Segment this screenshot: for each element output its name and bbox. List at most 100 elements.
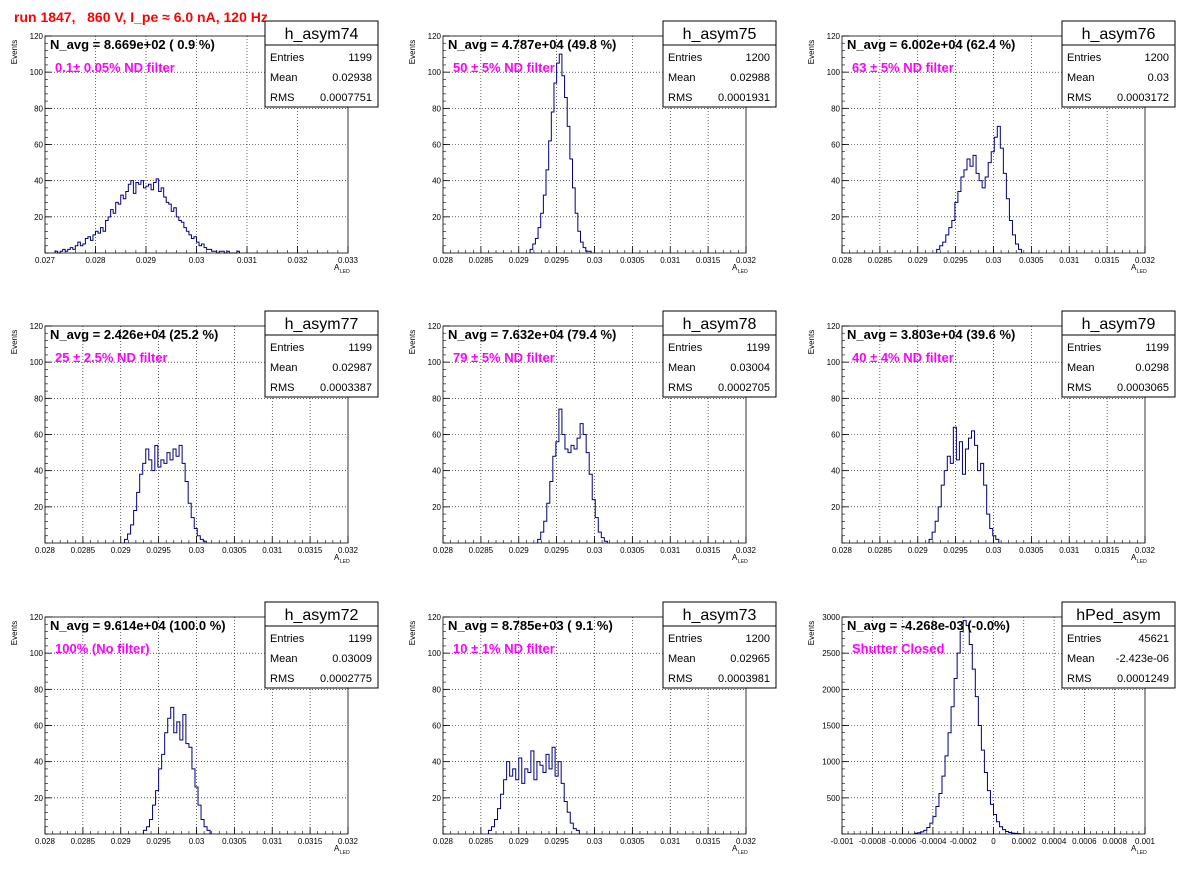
filter-label: 25 ± 2.5% ND filter [55,350,168,365]
x-axis-label-sub: LED [738,850,748,856]
stats-rms-label: RMS [668,92,692,104]
histogram-pad-h-asym73: 0.028 0.0285 0.029 0.0295 0.03 0.0305 0.031 0.0… [398,581,796,871]
stats-title: h_asym76 [1082,26,1156,43]
histogram-pad-h-asym76: 0.028 0.0285 0.029 0.0295 0.03 0.0305 0.031 0.0… [797,0,1195,290]
filter-label: 100% (No filter) [55,641,150,656]
y-tick-label: 20 [432,503,441,512]
stats-box [662,44,777,108]
stats-entries-label: Entries [1067,52,1102,64]
histogram-svg: 0.028 0.0285 0.029 0.0295 0.03 0.0305 0.031 0.0… [807,310,1176,565]
x-tick-label: 0.0315 [298,837,323,846]
stats-box [264,44,379,108]
x-axis-label-sub: LED [738,269,748,275]
histogram-pad-h-asym74: 0.027 0.028 0.029 0.03 0.031 0.032 0.033 20 40 60… [0,0,398,290]
run-title: run 1847, 860 V, I_pe ≈ 6.0 nA, 120 Hz [14,9,268,25]
x-tick-label: 0.0305 [222,837,247,846]
stats-mean-value: 0.0298 [1135,362,1169,374]
histogram-svg: 0.028 0.0285 0.029 0.0295 0.03 0.0305 0.031 0.0… [10,310,379,565]
stats-entries-value: 1200 [1145,52,1169,64]
x-axis-label-sub: LED [340,559,350,565]
stats-mean-value: 0.02938 [332,72,372,84]
y-tick-label: 100 [30,68,44,77]
stats-entries-label: Entries [668,52,703,64]
x-tick-label: 0.0305 [620,546,645,555]
x-tick-label: 0.028 [433,256,454,265]
x-tick-label: 0.032 [1135,256,1156,265]
y-axis-label: Events [408,40,417,64]
y-tick-label: 60 [432,141,441,150]
filter-label: Shutter Closed [852,641,945,656]
x-tick-label: 0.028 [35,546,56,555]
x-tick-label: 0.028 [433,837,454,846]
histogram-svg: 0.028 0.0285 0.029 0.0295 0.03 0.0305 0.031 0.0… [807,20,1176,275]
x-tick-label: 0.0004 [1042,837,1067,846]
x-tick-label: 0.0295 [544,256,569,265]
n-avg-text: N_avg = 2.426e+04 (25.2 %) [50,327,218,342]
stats-title: h_asym74 [285,26,359,43]
x-axis-label: A [732,553,738,562]
x-tick-label: 0.031 [237,256,258,265]
n-avg-text: N_avg = 3.803e+04 (39.6 %) [847,327,1015,342]
x-axis-label-sub: LED [340,850,350,856]
stats-title: h_asym72 [285,607,359,624]
x-tick-label: 0.031 [660,546,681,555]
x-tick-label: 0.028 [35,837,56,846]
x-tick-label: 0.031 [262,837,283,846]
x-tick-label: 0.029 [136,256,157,265]
x-axis-label: A [1131,553,1137,562]
stats-entries-value: 45621 [1138,633,1169,645]
y-tick-label: 120 [827,322,841,331]
stats-entries-label: Entries [270,52,305,64]
stats-mean-label: Mean [668,72,696,84]
x-tick-label: 0.029 [111,837,132,846]
stats-entries-label: Entries [668,342,703,354]
stats-entries-value: 1199 [348,342,372,354]
stats-title-box [662,601,777,627]
x-tick-label: 0.031 [1059,546,1080,555]
x-tick-label: 0.031 [262,546,283,555]
x-tick-label: 0.0315 [696,837,721,846]
y-tick-label: 80 [831,394,840,403]
y-tick-label: 20 [432,213,441,222]
stats-mean-label: Mean [270,362,298,374]
stats-title-box [1061,601,1176,627]
stats-entries-label: Entries [1067,342,1102,354]
y-axis-label: Events [10,330,19,354]
stats-rms-label: RMS [1067,673,1091,685]
x-tick-label: -0.001 [831,837,854,846]
x-tick-label: 0.029 [908,546,929,555]
x-tick-label: 0.028 [433,546,454,555]
x-tick-label: 0.03 [587,256,603,265]
x-tick-label: 0.0002 [1012,837,1037,846]
x-tick-label: 0.0295 [544,837,569,846]
stats-mean-label: Mean [270,653,298,665]
y-tick-label: 60 [831,431,840,440]
histogram-svg: 0.028 0.0285 0.029 0.0295 0.03 0.0305 0.031 0.0… [408,20,777,275]
y-tick-label: 120 [30,322,44,331]
y-tick-label: 120 [428,322,442,331]
stats-rms-value: 0.0002775 [320,673,372,685]
stats-rms-value: 0.0007751 [320,92,372,104]
stats-mean-value: 0.03 [1148,72,1169,84]
y-tick-label: 60 [34,431,43,440]
x-tick-label: 0.0006 [1072,837,1097,846]
x-tick-label: 0.032 [287,256,308,265]
x-tick-label: 0.028 [832,546,853,555]
stats-title: h_asym77 [285,316,359,333]
x-tick-label: 0.033 [338,256,359,265]
x-axis-label: A [334,263,340,272]
x-tick-label: 0.029 [509,256,530,265]
y-tick-label: 40 [432,758,441,767]
histogram-pad-hPed-asym: -0.001 -0.0008 -0.0006 -0.0004 -0.0002 0 0.000… [797,581,1195,871]
y-tick-label: 80 [831,104,840,113]
x-tick-label: 0.029 [509,837,530,846]
stats-rms-label: RMS [1067,382,1091,394]
y-tick-label: 80 [432,685,441,694]
y-tick-label: 120 [428,32,442,41]
x-axis-label-sub: LED [1137,269,1147,275]
histogram-series-h-asym73 [487,746,580,834]
stats-title: h_asym73 [683,607,757,624]
x-tick-label: -0.0006 [889,837,917,846]
x-tick-label: 0.0295 [146,546,171,555]
y-axis-label: Events [408,621,417,645]
